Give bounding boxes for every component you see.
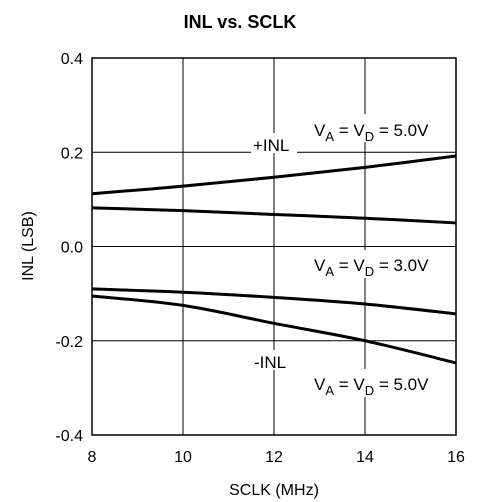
y-tick-label: -0.4 bbox=[55, 428, 83, 445]
minus-inl-label: -INL bbox=[254, 353, 286, 372]
condition-5v-bottom-background bbox=[311, 369, 453, 397]
series-line-4 bbox=[91, 294, 457, 365]
x-tick-labels: 8 10 12 14 16 bbox=[88, 449, 465, 466]
series-line-3 bbox=[91, 287, 457, 316]
plus-inl-label-background bbox=[251, 133, 297, 153]
y-tick-label: 0.0 bbox=[61, 240, 83, 257]
condition-5v-top-label: VA = VD = 5.0V bbox=[314, 121, 429, 144]
y-tick-label: 0.2 bbox=[61, 145, 83, 162]
plus-inl-label: +INL bbox=[253, 136, 289, 155]
minus-inl-label-background bbox=[252, 350, 294, 370]
plot-frame bbox=[91, 57, 457, 436]
condition-3v-background bbox=[311, 250, 453, 278]
condition-3v-label: VA = VD = 3.0V bbox=[314, 256, 429, 279]
y-tick-label: -0.2 bbox=[55, 334, 83, 351]
x-tick-label: 10 bbox=[174, 449, 192, 466]
series-lines bbox=[91, 154, 457, 365]
condition-5v-bottom-label: VA = VD = 5.0V bbox=[314, 375, 429, 398]
chart-title: INL vs. SCLK bbox=[184, 12, 297, 32]
x-tick-label: 8 bbox=[88, 449, 97, 466]
y-tick-label: 0.4 bbox=[61, 51, 83, 68]
series-line-1 bbox=[91, 154, 457, 196]
x-tick-label: 12 bbox=[265, 449, 283, 466]
y-axis-label: INL (LSB) bbox=[20, 211, 37, 281]
x-tick-label: 14 bbox=[356, 449, 374, 466]
x-tick-label: 16 bbox=[447, 449, 465, 466]
condition-5v-top-background bbox=[311, 114, 453, 142]
y-tick-labels: 0.4 0.2 0.0 -0.2 -0.4 bbox=[55, 51, 83, 445]
series-line-2 bbox=[91, 206, 457, 225]
x-axis-label: SCLK (MHz) bbox=[229, 482, 319, 499]
